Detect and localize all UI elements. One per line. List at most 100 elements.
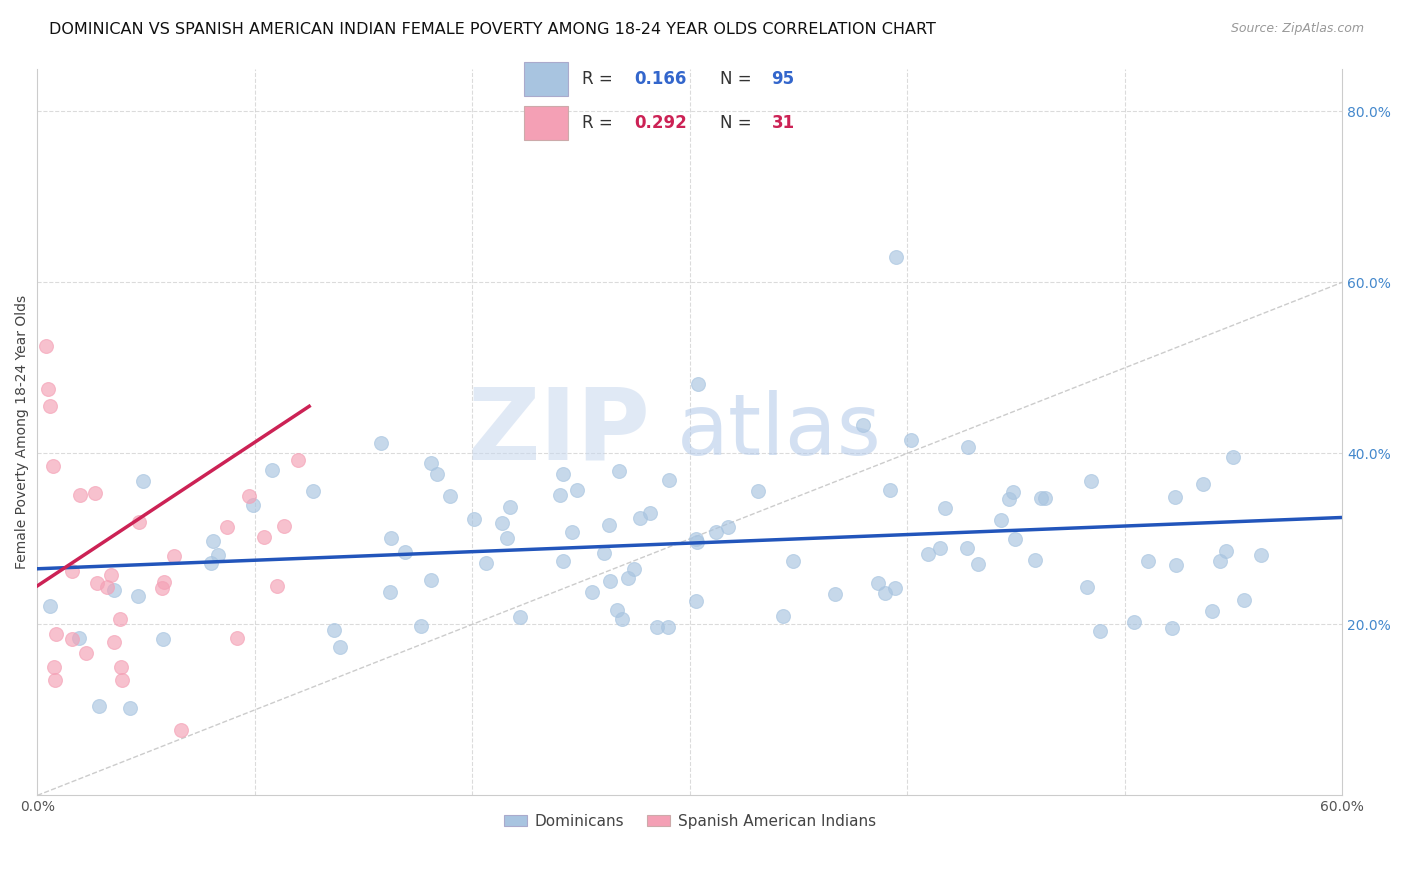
Text: Source: ZipAtlas.com: Source: ZipAtlas.com	[1230, 22, 1364, 36]
Point	[83, 486, 105, 500]
Point	[39, 399, 62, 413]
Point	[69, 488, 91, 502]
Text: 31: 31	[772, 114, 794, 132]
Point	[704, 524, 727, 539]
Text: R =: R =	[582, 114, 619, 132]
Point	[329, 640, 352, 655]
Text: 0.292: 0.292	[634, 114, 686, 132]
Point	[150, 581, 173, 595]
Point	[39, 599, 62, 613]
Point	[75, 646, 97, 660]
Point	[96, 580, 118, 594]
Point	[100, 568, 122, 582]
Point	[152, 632, 174, 646]
Point	[606, 603, 628, 617]
Point	[886, 250, 908, 264]
Point	[824, 587, 846, 601]
Point	[1076, 580, 1098, 594]
Point	[900, 433, 922, 447]
Point	[67, 631, 90, 645]
Point	[499, 500, 522, 514]
Point	[592, 546, 614, 560]
Point	[565, 483, 588, 498]
Point	[879, 483, 901, 497]
Point	[103, 634, 125, 648]
Point	[41, 459, 63, 474]
Point	[87, 698, 110, 713]
Point	[103, 583, 125, 598]
Point	[108, 612, 131, 626]
Point	[1201, 604, 1223, 618]
Text: N =: N =	[720, 114, 756, 132]
Point	[132, 474, 155, 488]
Y-axis label: Female Poverty Among 18-24 Year Olds: Female Poverty Among 18-24 Year Olds	[15, 295, 30, 569]
Point	[200, 556, 222, 570]
Text: ZIP: ZIP	[468, 384, 651, 481]
Point	[44, 673, 66, 687]
Point	[162, 549, 184, 563]
Point	[253, 530, 276, 544]
Point	[772, 608, 794, 623]
Point	[623, 562, 645, 576]
Point	[509, 609, 531, 624]
Text: atlas: atlas	[676, 391, 882, 474]
Point	[420, 456, 443, 470]
Point	[717, 520, 740, 534]
Point	[370, 436, 392, 450]
Point	[496, 531, 519, 545]
Text: R =: R =	[582, 70, 619, 87]
Point	[866, 576, 889, 591]
Point	[153, 574, 176, 589]
Point	[226, 631, 249, 645]
Point	[1209, 554, 1232, 568]
Point	[426, 467, 449, 482]
Point	[380, 585, 402, 599]
Text: N =: N =	[720, 70, 756, 87]
Point	[127, 589, 149, 603]
Point	[883, 582, 905, 596]
Point	[491, 516, 513, 530]
Point	[394, 545, 416, 559]
Point	[273, 519, 295, 533]
Point	[1164, 491, 1187, 505]
Point	[1088, 624, 1111, 638]
Point	[60, 565, 83, 579]
Point	[1029, 491, 1052, 506]
Point	[934, 500, 956, 515]
Point	[110, 660, 132, 674]
Point	[551, 554, 574, 568]
Point	[1164, 558, 1187, 573]
FancyBboxPatch shape	[523, 106, 568, 140]
Point	[215, 520, 238, 534]
Point	[990, 513, 1012, 527]
Point	[45, 626, 67, 640]
Point	[998, 492, 1021, 507]
Point	[548, 488, 571, 502]
Point	[128, 516, 150, 530]
Point	[35, 339, 58, 353]
Point	[238, 489, 260, 503]
Point	[686, 535, 709, 549]
Point	[685, 594, 707, 608]
Point	[170, 723, 193, 738]
Point	[1233, 592, 1256, 607]
Point	[967, 557, 990, 571]
Point	[287, 453, 309, 467]
Point	[628, 511, 651, 525]
Point	[645, 619, 668, 633]
Text: DOMINICAN VS SPANISH AMERICAN INDIAN FEMALE POVERTY AMONG 18-24 YEAR OLDS CORREL: DOMINICAN VS SPANISH AMERICAN INDIAN FEM…	[49, 22, 936, 37]
Point	[612, 612, 634, 626]
Point	[929, 541, 952, 555]
FancyBboxPatch shape	[523, 62, 568, 95]
Point	[42, 660, 65, 674]
Point	[439, 489, 461, 503]
Point	[242, 499, 264, 513]
Point	[688, 377, 710, 392]
Text: 0.166: 0.166	[634, 70, 686, 87]
Point	[1004, 532, 1026, 546]
Point	[917, 548, 939, 562]
Point	[640, 506, 662, 520]
Point	[86, 576, 108, 591]
Point	[1137, 554, 1160, 568]
Point	[956, 541, 979, 555]
